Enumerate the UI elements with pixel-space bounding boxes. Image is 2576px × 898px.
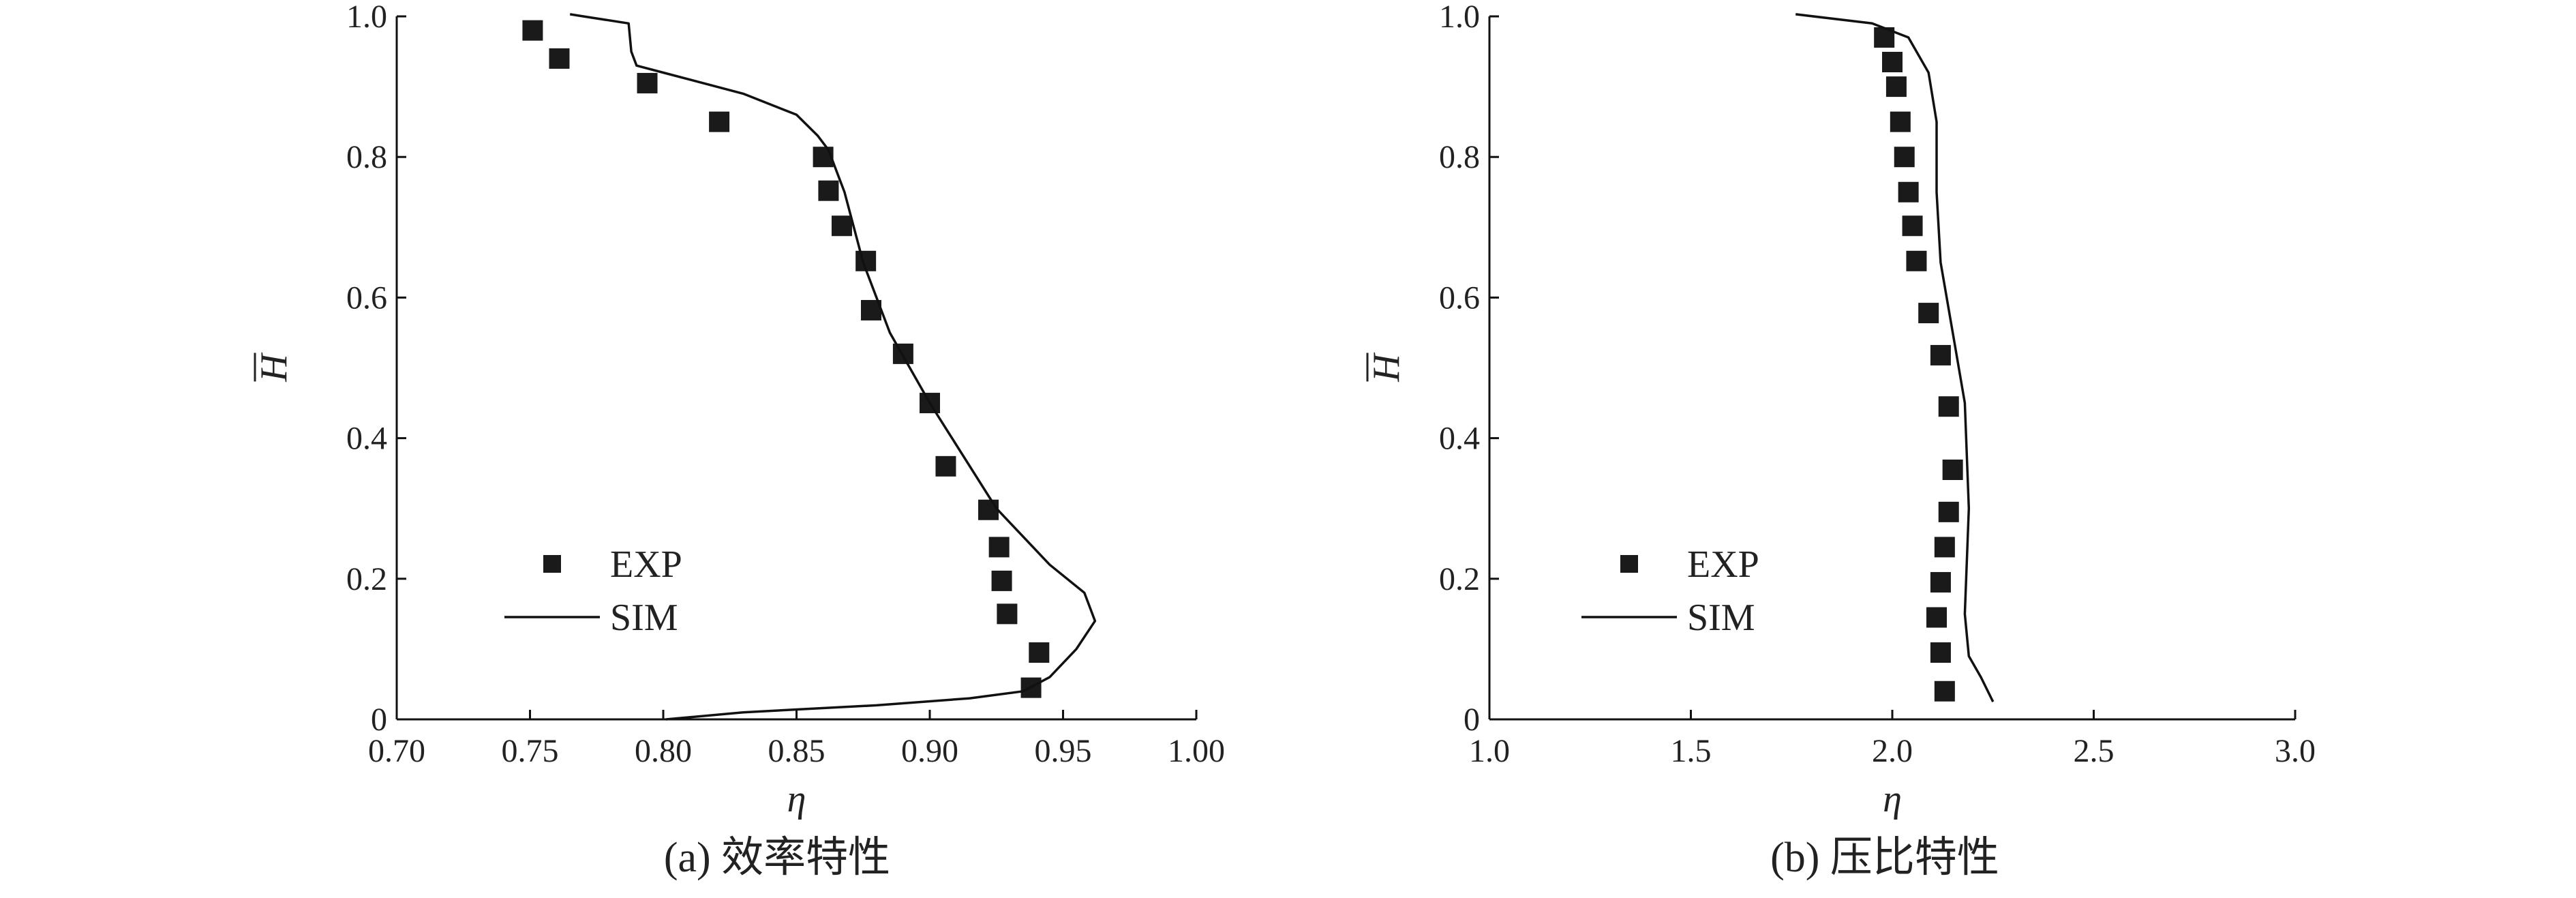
- exp-marker: [1885, 76, 1907, 98]
- y-tick-label: 1.0: [346, 0, 387, 35]
- exp-marker: [1029, 642, 1050, 663]
- y-tick-label: 0.4: [346, 421, 387, 457]
- x-tick-label: 1.00: [1168, 733, 1225, 769]
- exp-marker: [1902, 215, 1923, 237]
- y-axis-title: H: [1365, 353, 1408, 383]
- y-tick-label: 0: [371, 702, 387, 738]
- exp-marker: [1894, 147, 1915, 168]
- y-tick-label: 0.8: [346, 139, 387, 175]
- exp-marker: [997, 603, 1018, 625]
- legend-exp-label: EXP: [610, 543, 682, 586]
- y-tick-label: 0: [1464, 702, 1480, 738]
- y-tick-label: 0.4: [1439, 421, 1480, 457]
- exp-marker: [991, 570, 1012, 591]
- exp-marker: [1938, 501, 1959, 522]
- exp-marker: [1890, 111, 1911, 132]
- x-tick-label: 2.5: [2074, 733, 2115, 769]
- panel-caption: (b) 压比特性: [1770, 835, 1999, 881]
- panel-b: 1.0 1.5 2.0 2.5 3.0 0 0.2 0.4 0.6 0.8 1.0 η H EXP SIM (…: [1365, 0, 2316, 881]
- exp-marker: [988, 537, 1010, 558]
- sim-line: [1795, 13, 1995, 702]
- exp-marker: [1898, 181, 1919, 203]
- exp-marker: [935, 455, 956, 477]
- x-tick-label: 1.0: [1469, 733, 1510, 769]
- y-tick-label: 0.8: [1439, 139, 1480, 175]
- x-tick-label: 0.85: [768, 733, 825, 769]
- exp-marker: [831, 215, 852, 237]
- exp-marker: [978, 499, 999, 520]
- y-tick-label: 0.2: [346, 561, 387, 597]
- x-tick-label: 2.0: [1872, 733, 1913, 769]
- exp-marker: [1934, 680, 1955, 702]
- exp-marker: [1906, 250, 1927, 271]
- exp-marker: [1926, 607, 1948, 628]
- y-tick-label: 0.6: [1439, 280, 1480, 316]
- y-tick-label: 1.0: [1439, 0, 1480, 35]
- legend-exp-label: EXP: [1687, 543, 1759, 586]
- exp-marker: [1930, 642, 1951, 663]
- y-axis-title-group: H: [1365, 353, 1408, 383]
- legend-exp-marker: [543, 555, 561, 573]
- x-tick-label: 0.70: [368, 733, 425, 769]
- legend-sim-label: SIM: [1687, 597, 1755, 639]
- y-tick-label: 0.2: [1439, 561, 1480, 597]
- legend-sim-label: SIM: [610, 597, 678, 639]
- x-tick-label: 0.90: [901, 733, 958, 769]
- exp-marker: [549, 48, 570, 69]
- exp-marker: [1934, 537, 1955, 558]
- x-axis-title: η: [787, 778, 806, 820]
- x-tick-label: 3.0: [2275, 733, 2316, 769]
- x-tick-label: 1.5: [1671, 733, 1712, 769]
- exp-marker: [522, 20, 543, 41]
- y-axis-title-group: H: [253, 353, 295, 383]
- y-axis-title: H: [253, 353, 295, 383]
- exp-marker: [1938, 396, 1959, 417]
- exp-marker: [1930, 571, 1951, 593]
- sim-line: [569, 13, 1097, 721]
- exp-marker: [818, 180, 839, 201]
- legend-exp-marker: [1620, 555, 1638, 573]
- x-axis-title: η: [1883, 778, 1902, 820]
- exp-marker: [1942, 459, 1963, 480]
- y-tick-label: 0.6: [346, 280, 387, 316]
- exp-marker: [1882, 52, 1903, 73]
- exp-marker: [1930, 344, 1951, 365]
- panel-a: 0.70 0.75 0.80 0.85 0.90 0.95 1.00 0 0.2 0.4 0.6 0.…: [253, 0, 1225, 881]
- exp-marker: [637, 72, 658, 93]
- exp-marker: [709, 111, 730, 132]
- panel-caption: (a) 效率特性: [664, 835, 890, 881]
- x-tick-label: 0.95: [1035, 733, 1092, 769]
- exp-marker: [1918, 303, 1939, 324]
- x-tick-label: 0.80: [635, 733, 692, 769]
- x-tick-label: 0.75: [502, 733, 559, 769]
